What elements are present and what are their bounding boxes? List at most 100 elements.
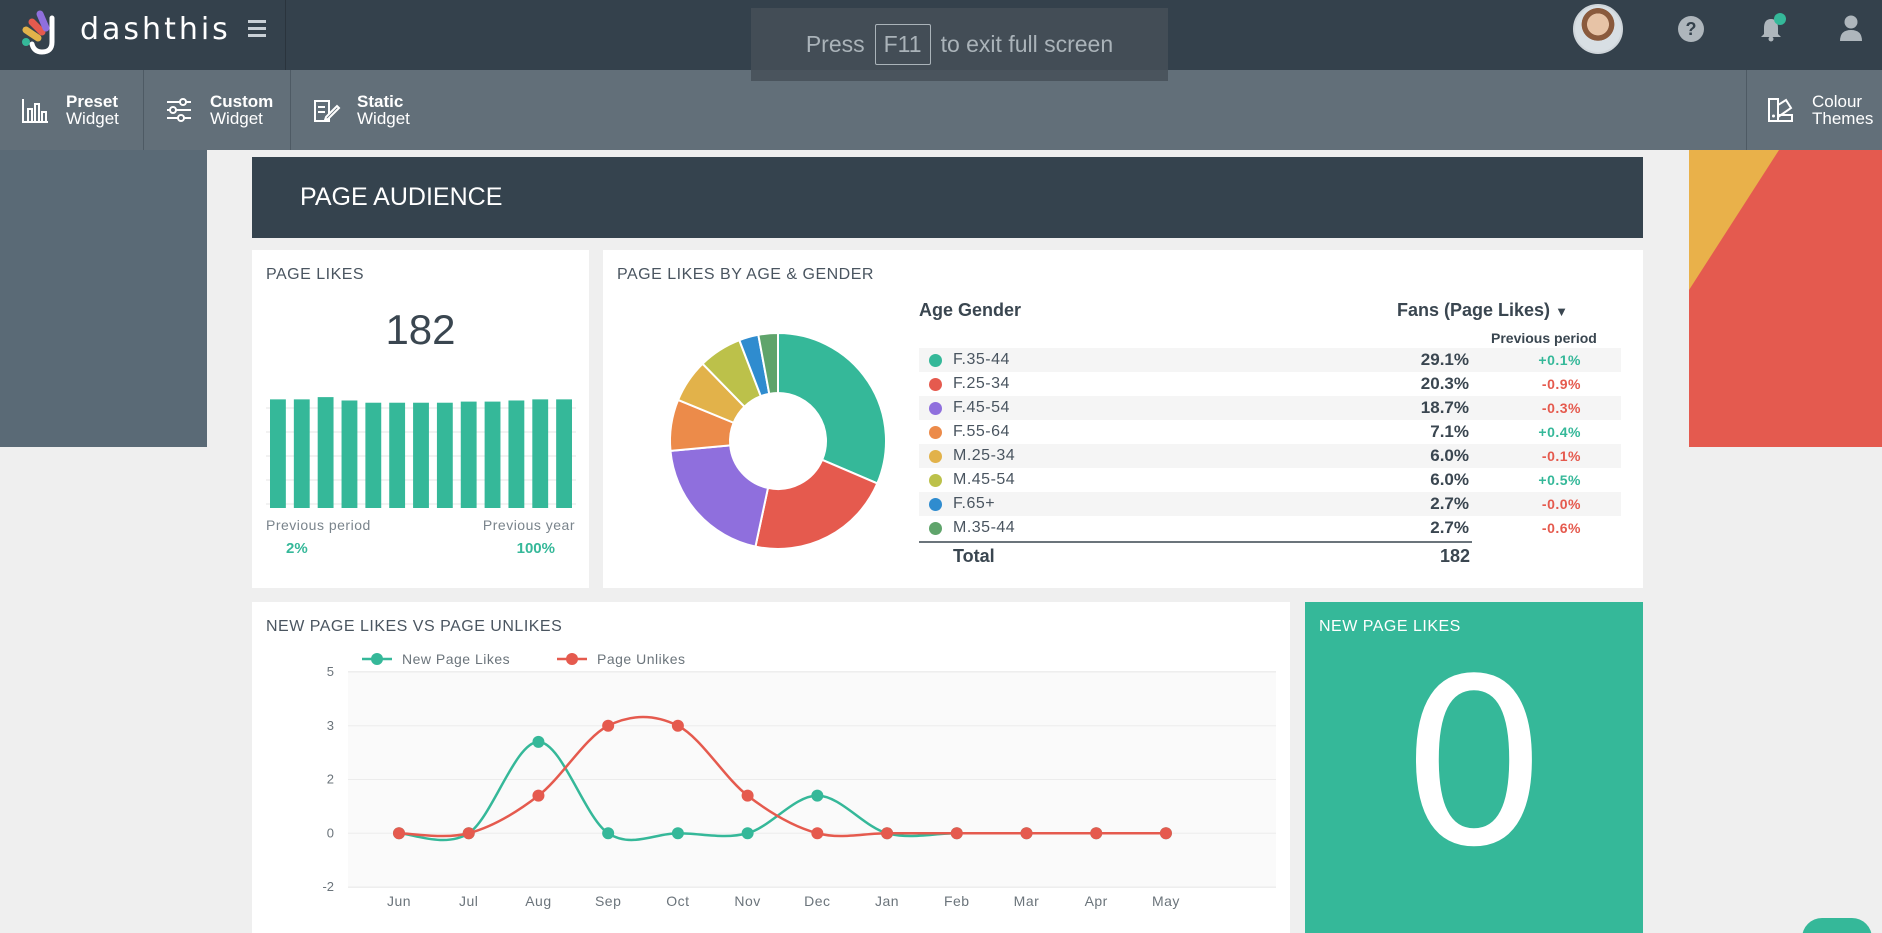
bar: [293, 399, 310, 508]
row-previous: -0.0%: [1541, 496, 1581, 512]
table-row: M.45-54 6.0% +0.5%: [919, 468, 1621, 492]
row-percent: 20.3%: [1420, 374, 1469, 393]
total-value: 182: [1439, 546, 1470, 566]
legend-dot: [929, 402, 942, 415]
static-widget-button[interactable]: Static Widget: [311, 70, 410, 150]
data-point: [811, 827, 824, 840]
help-icon[interactable]: ?: [1678, 16, 1704, 42]
legend-dot: [929, 522, 942, 535]
previous-period-header: Previous period: [1491, 330, 1597, 346]
data-point: [671, 719, 684, 732]
row-previous: -0.1%: [1541, 448, 1581, 464]
bar-chart-icon: [22, 99, 48, 123]
data-point: [532, 789, 545, 802]
chevron-down-icon: ▼: [1555, 304, 1568, 319]
preset-label-2: Widget: [66, 109, 119, 128]
x-tick-label: Sep: [595, 893, 621, 909]
widget-toolbar: Preset Widget Custom Widget Static Widget: [0, 70, 1882, 150]
fans-column-label: Fans (Page Likes): [1397, 300, 1551, 320]
new-page-likes-value: 0: [1400, 631, 1548, 898]
bar: [341, 400, 358, 508]
x-tick-label: Mar: [1014, 893, 1040, 909]
row-name: M.35-44: [953, 519, 1016, 536]
divider: [143, 70, 144, 150]
data-point: [741, 789, 754, 802]
row-name: F.45-54: [953, 399, 1010, 416]
x-tick-label: Oct: [666, 893, 689, 909]
fullscreen-hint: Press F11 to exit full screen: [751, 8, 1168, 81]
table-row: F.45-54 18.7% -0.3%: [919, 396, 1621, 420]
preset-widget-button[interactable]: Preset Widget: [20, 70, 119, 150]
x-tick-label: Dec: [804, 893, 830, 909]
legend-marker: [371, 653, 383, 665]
custom-label-1: Custom: [210, 92, 274, 111]
themes-label-2: Themes: [1812, 109, 1874, 128]
table-row: F.65+ 2.7% -0.0%: [919, 492, 1621, 516]
fullscreen-hint-text: to exit full screen: [940, 31, 1114, 57]
menu-icon[interactable]: [248, 20, 272, 44]
legend-marker: [566, 653, 578, 665]
bar: [556, 399, 572, 508]
previous-period-label: Previous period: [266, 517, 371, 533]
sliders-icon: [167, 98, 191, 122]
page-likes-card[interactable]: PAGE LIKES 182 Previous period Previous …: [252, 250, 589, 588]
fans-column-header[interactable]: Fans (Page Likes) ▼: [1397, 300, 1568, 321]
data-point: [532, 735, 545, 748]
card-title: PAGE LIKES BY AGE & GENDER: [617, 266, 874, 283]
dashthis-logo: [22, 10, 55, 55]
row-name: M.45-54: [953, 471, 1016, 488]
fullscreen-hint-press: Press: [805, 31, 865, 57]
avatar[interactable]: [1573, 4, 1623, 54]
legend-dot: [929, 354, 942, 367]
preset-label-1: Preset: [66, 92, 118, 111]
data-point: [602, 719, 615, 732]
data-point: [462, 827, 475, 840]
total-row: Total 182: [919, 541, 1472, 567]
section-title: PAGE AUDIENCE: [252, 157, 1643, 238]
row-name: M.25-34: [953, 447, 1016, 464]
bar: [365, 402, 382, 508]
background-panel-right: [1689, 150, 1882, 447]
bar: [508, 400, 525, 508]
card-title: PAGE LIKES: [266, 266, 365, 283]
previous-period-value: 2%: [286, 540, 308, 557]
user-icon[interactable]: [1838, 14, 1864, 42]
row-previous: +0.1%: [1538, 352, 1581, 368]
custom-widget-button[interactable]: Custom Widget: [164, 70, 273, 150]
row-previous: +0.4%: [1538, 424, 1581, 440]
legend-dot: [929, 498, 942, 511]
row-percent: 6.0%: [1430, 470, 1469, 489]
new-page-likes-card[interactable]: NEW PAGE LIKES 0: [1305, 602, 1643, 933]
static-label-1: Static: [357, 92, 404, 111]
colour-themes-button[interactable]: Colour Themes: [1766, 70, 1873, 150]
legend-dot: [929, 378, 942, 391]
bar: [460, 401, 477, 508]
data-point: [811, 789, 824, 802]
row-percent: 29.1%: [1420, 350, 1469, 369]
row-percent: 18.7%: [1420, 398, 1469, 417]
data-point: [1020, 827, 1033, 840]
table-row: M.35-44 2.7% -0.6%: [919, 516, 1621, 540]
bar: [484, 401, 501, 508]
age-gender-column-header: Age Gender: [919, 300, 1022, 320]
bar: [270, 399, 286, 508]
page-likes-bar-chart: [266, 397, 576, 508]
legend-dot: [929, 474, 942, 487]
table-row: F.55-64 7.1% +0.4%: [919, 420, 1621, 444]
age-gender-card[interactable]: PAGE LIKES BY AGE & GENDER: [603, 250, 1643, 588]
bar: [436, 402, 453, 508]
donut-slice: [757, 331, 779, 395]
chat-button[interactable]: [1802, 918, 1872, 933]
brand-name: dashthis: [80, 12, 231, 47]
line-chart-card[interactable]: NEW PAGE LIKES VS PAGE UNLIKES 5 3 2 0 -2 Jun…: [252, 602, 1290, 933]
row-percent: 2.7%: [1430, 494, 1469, 513]
row-previous: +0.5%: [1538, 472, 1581, 488]
x-tick-label: Jan: [875, 893, 899, 909]
data-point: [671, 827, 684, 840]
static-label-2: Widget: [357, 109, 410, 128]
y-tick-label: 2: [327, 772, 334, 787]
edit-document-icon: [314, 100, 341, 122]
data-point: [393, 827, 405, 840]
divider: [1746, 70, 1747, 150]
background-panel-left: [0, 150, 207, 447]
